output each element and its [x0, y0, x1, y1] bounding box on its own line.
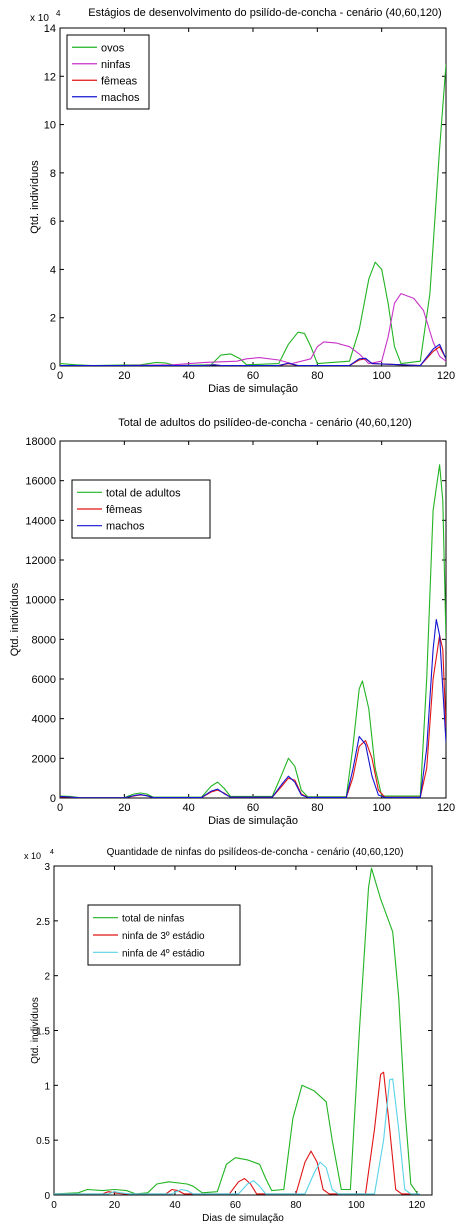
- legend-entry: machos: [101, 92, 140, 104]
- x-tick-label: 60: [247, 802, 259, 814]
- legend: total de adultos fêmeas machos: [71, 479, 211, 539]
- chart-title: Total de adultos do psilídeo-de-concha -…: [118, 417, 412, 429]
- x-tick-label: 80: [311, 370, 323, 382]
- series-line-2: [60, 293, 446, 366]
- y-tick-label: 14000: [25, 515, 56, 527]
- y-tick-label: 1.5: [36, 1027, 50, 1038]
- x-tick-label: 120: [437, 802, 455, 814]
- x-tick-label: 0: [57, 370, 63, 382]
- legend-entry: ninfas: [101, 59, 131, 71]
- chart-3: Quantidade de ninfas do psilídeos-de-con…: [24, 847, 433, 1224]
- x-tick-label: 100: [348, 1200, 365, 1211]
- y-tick-label: 6: [50, 216, 56, 228]
- y-tick-label: 16000: [25, 476, 56, 488]
- legend-entry: machos: [106, 521, 145, 533]
- x-tick-label: 20: [109, 1200, 121, 1211]
- y-tick-label: 3: [44, 862, 50, 873]
- legend: ovos ninfas fêmeas machos: [66, 34, 150, 110]
- x-tick-label: 20: [118, 802, 130, 814]
- x-tick-label: 80: [311, 802, 323, 814]
- x-axis-label: Dias de simulação: [208, 815, 298, 827]
- y-axis-label: Qtd. indivíduos: [9, 582, 21, 656]
- legend-entry: fêmeas: [106, 504, 143, 516]
- axis-exponent-label: x 10: [30, 13, 49, 24]
- y-tick-label: 12: [44, 71, 56, 83]
- y-tick-label: 0: [50, 793, 56, 805]
- y-tick-label: 8000: [32, 634, 56, 646]
- legend-entry: total de ninfas: [122, 914, 184, 925]
- y-tick-label: 8: [50, 168, 56, 180]
- y-tick-label: 10: [44, 120, 56, 132]
- x-tick-label: 120: [409, 1200, 426, 1211]
- x-tick-label: 100: [372, 370, 390, 382]
- y-tick-label: 2000: [32, 753, 56, 765]
- y-tick-label: 1: [44, 1081, 50, 1092]
- legend-entry: total de adultos: [106, 487, 181, 499]
- x-tick-label: 80: [290, 1200, 302, 1211]
- legend-entry: fêmeas: [101, 75, 138, 87]
- y-tick-label: 14: [44, 23, 56, 35]
- chart-1: Estágios de desenvolvimento do psilído-d…: [29, 7, 455, 395]
- y-tick-label: 4: [50, 264, 56, 276]
- y-tick-label: 6000: [32, 674, 56, 686]
- chart-2: Total de adultos do psilídeo-de-concha -…: [9, 417, 455, 827]
- axis-exponent-label: x 10: [24, 851, 41, 861]
- y-tick-label: 10000: [25, 595, 56, 607]
- x-tick-label: 100: [372, 802, 390, 814]
- legend-entry: ninfa de 3º estádio: [122, 931, 205, 942]
- x-axis-label: Dias de simulação: [202, 1213, 284, 1224]
- chart-title: Quantidade de ninfas do psilídeos-de-con…: [107, 847, 404, 858]
- legend: total de ninfas ninfa de 3º estádio ninfa …: [87, 904, 241, 966]
- x-tick-label: 60: [247, 370, 259, 382]
- y-tick-label: 2.5: [36, 917, 50, 928]
- axis-exponent-power: 4: [56, 9, 61, 18]
- x-tick-label: 60: [230, 1200, 242, 1211]
- y-axis-label: Qtd. indivíduos: [30, 997, 41, 1064]
- y-tick-label: 2: [44, 972, 50, 983]
- series-line-1: [60, 64, 446, 366]
- chart-title: Estágios de desenvolvimento do psilído-d…: [88, 7, 441, 19]
- x-tick-label: 40: [183, 802, 195, 814]
- x-tick-label: 40: [169, 1200, 181, 1211]
- series-line-3: [60, 618, 446, 798]
- y-tick-label: 4000: [32, 714, 56, 726]
- series-line-3: [54, 1078, 420, 1195]
- y-tick-label: 18000: [25, 436, 56, 448]
- x-tick-label: 20: [118, 370, 130, 382]
- y-axis-label: Qtd. indivíduos: [29, 160, 41, 234]
- series-line-4: [60, 343, 446, 366]
- x-axis-label: Dias de simulação: [208, 383, 298, 395]
- y-tick-label: 12000: [25, 555, 56, 567]
- x-tick-label: 40: [183, 370, 195, 382]
- y-tick-label: 2: [50, 313, 56, 325]
- x-tick-label: 0: [57, 802, 63, 814]
- x-tick-label: 120: [437, 370, 455, 382]
- y-tick-label: 0: [44, 1191, 50, 1202]
- series-line-1: [60, 464, 446, 798]
- legend-entry: ovos: [101, 42, 125, 54]
- x-tick-label: 0: [51, 1200, 57, 1211]
- legend-entry: ninfa de 4º estádio: [122, 948, 205, 959]
- y-tick-label: 0.5: [36, 1136, 50, 1147]
- y-tick-label: 0: [50, 361, 56, 373]
- axis-exponent-power: 4: [50, 849, 54, 856]
